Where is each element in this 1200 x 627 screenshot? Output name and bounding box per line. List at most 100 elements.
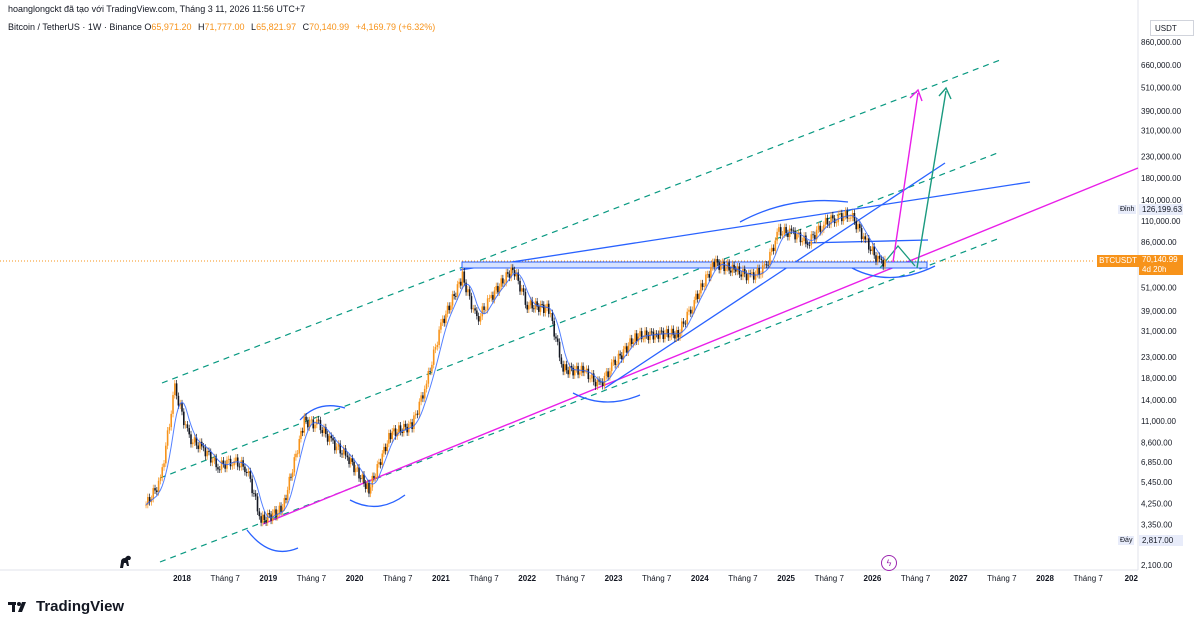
candle-body (251, 478, 253, 494)
candle-body (256, 496, 259, 512)
candle-body (760, 274, 762, 276)
candle-body (594, 381, 597, 387)
candle-body (263, 514, 266, 521)
candle-body (308, 420, 311, 428)
candle-body (672, 328, 675, 335)
candle-body (522, 288, 525, 292)
candle-body (769, 251, 771, 265)
candle-body (528, 305, 530, 310)
candle-body (711, 262, 714, 268)
candle-body (181, 403, 183, 412)
candle-body (700, 283, 702, 294)
candle-body (575, 366, 578, 370)
candle-body (498, 286, 501, 293)
channel-middle-line (159, 151, 1001, 479)
candle-body (749, 273, 751, 274)
candle-body (276, 513, 279, 517)
arrow-head-pink (909, 88, 923, 102)
candle-body (460, 281, 462, 286)
candle-body (291, 472, 294, 478)
candle-body (208, 450, 210, 452)
dino-icon[interactable] (117, 552, 135, 570)
candle-body (745, 273, 748, 281)
candle-body (369, 487, 372, 494)
candle-body (591, 373, 593, 379)
candle-body (323, 427, 325, 434)
candle-body (686, 311, 689, 324)
symbol-name[interactable]: Bitcoin / TetherUS · 1W · Binance (8, 22, 142, 32)
bar-countdown: 4d 20h (1142, 265, 1167, 274)
candle-body (808, 244, 811, 246)
x-tick-label: Tháng 7 (1073, 574, 1103, 583)
candle-body (398, 425, 400, 433)
lightning-icon[interactable]: ϟ (881, 555, 897, 571)
candle-body (627, 345, 630, 353)
channel-upper-line (161, 59, 1001, 384)
candle-body (409, 422, 412, 424)
candle-body (321, 430, 324, 434)
candle-body (283, 498, 286, 508)
candle-body (330, 435, 333, 439)
candle-body (547, 303, 550, 314)
candle-body (416, 413, 419, 415)
x-tick-label: Tháng 7 (728, 574, 758, 583)
candle-body (529, 300, 532, 306)
candle-body (472, 308, 475, 310)
candle-body (624, 346, 626, 350)
candle-body (866, 238, 868, 240)
candle-body (884, 259, 886, 267)
x-tick-label: 2021 (432, 574, 450, 583)
candle-body (238, 466, 241, 468)
symbol-tag-label: BTCUSDT (1099, 256, 1137, 265)
candle-body (706, 274, 709, 275)
candle-body (844, 210, 847, 216)
candle-body (756, 268, 759, 274)
candle-body (351, 458, 354, 462)
candle-body (371, 475, 374, 488)
candle-body (705, 274, 707, 287)
candle-body (781, 234, 784, 236)
y-tick-label: 6,850.00 (1141, 458, 1173, 467)
candle-body (379, 462, 382, 465)
last-price: 70,140.99 (1142, 255, 1178, 264)
candle-body (708, 274, 711, 278)
candle-body (213, 457, 216, 461)
candle-body (450, 305, 452, 311)
candle-body (458, 281, 460, 285)
neckline (804, 239, 929, 244)
candle-body (432, 349, 435, 365)
price-candles (145, 207, 886, 527)
ohlc-legend: Bitcoin / TetherUS · 1W · Binance O65,97… (8, 22, 435, 32)
candle-body (562, 364, 564, 372)
candle-body (254, 493, 257, 497)
candle-body (564, 364, 566, 372)
candle-body (253, 493, 255, 494)
candle-body (334, 440, 336, 451)
candle-body (157, 480, 160, 493)
candle-body (596, 379, 599, 387)
candle-body (393, 428, 395, 432)
candle-body (296, 453, 299, 455)
candle-body (298, 438, 301, 454)
candle-body (754, 273, 757, 280)
candle-body (703, 286, 706, 288)
candle-body (159, 477, 162, 481)
currency-selector[interactable]: USDT (1150, 20, 1194, 36)
candle-body (445, 313, 447, 324)
candle-body (674, 334, 676, 339)
candle-body (184, 424, 187, 426)
candle-body (366, 482, 369, 489)
candle-body (502, 278, 504, 284)
candle-body (783, 227, 786, 235)
low-value: 65,821.97 (256, 22, 297, 32)
candle-body (846, 210, 849, 219)
candle-body (175, 383, 178, 396)
x-tick-label: Tháng 7 (642, 574, 672, 583)
candle-body (451, 294, 454, 306)
candle-body (383, 446, 385, 454)
candle-body (339, 443, 342, 454)
candle-body (510, 267, 512, 278)
candle-body (344, 448, 347, 456)
candle-body (388, 433, 390, 444)
